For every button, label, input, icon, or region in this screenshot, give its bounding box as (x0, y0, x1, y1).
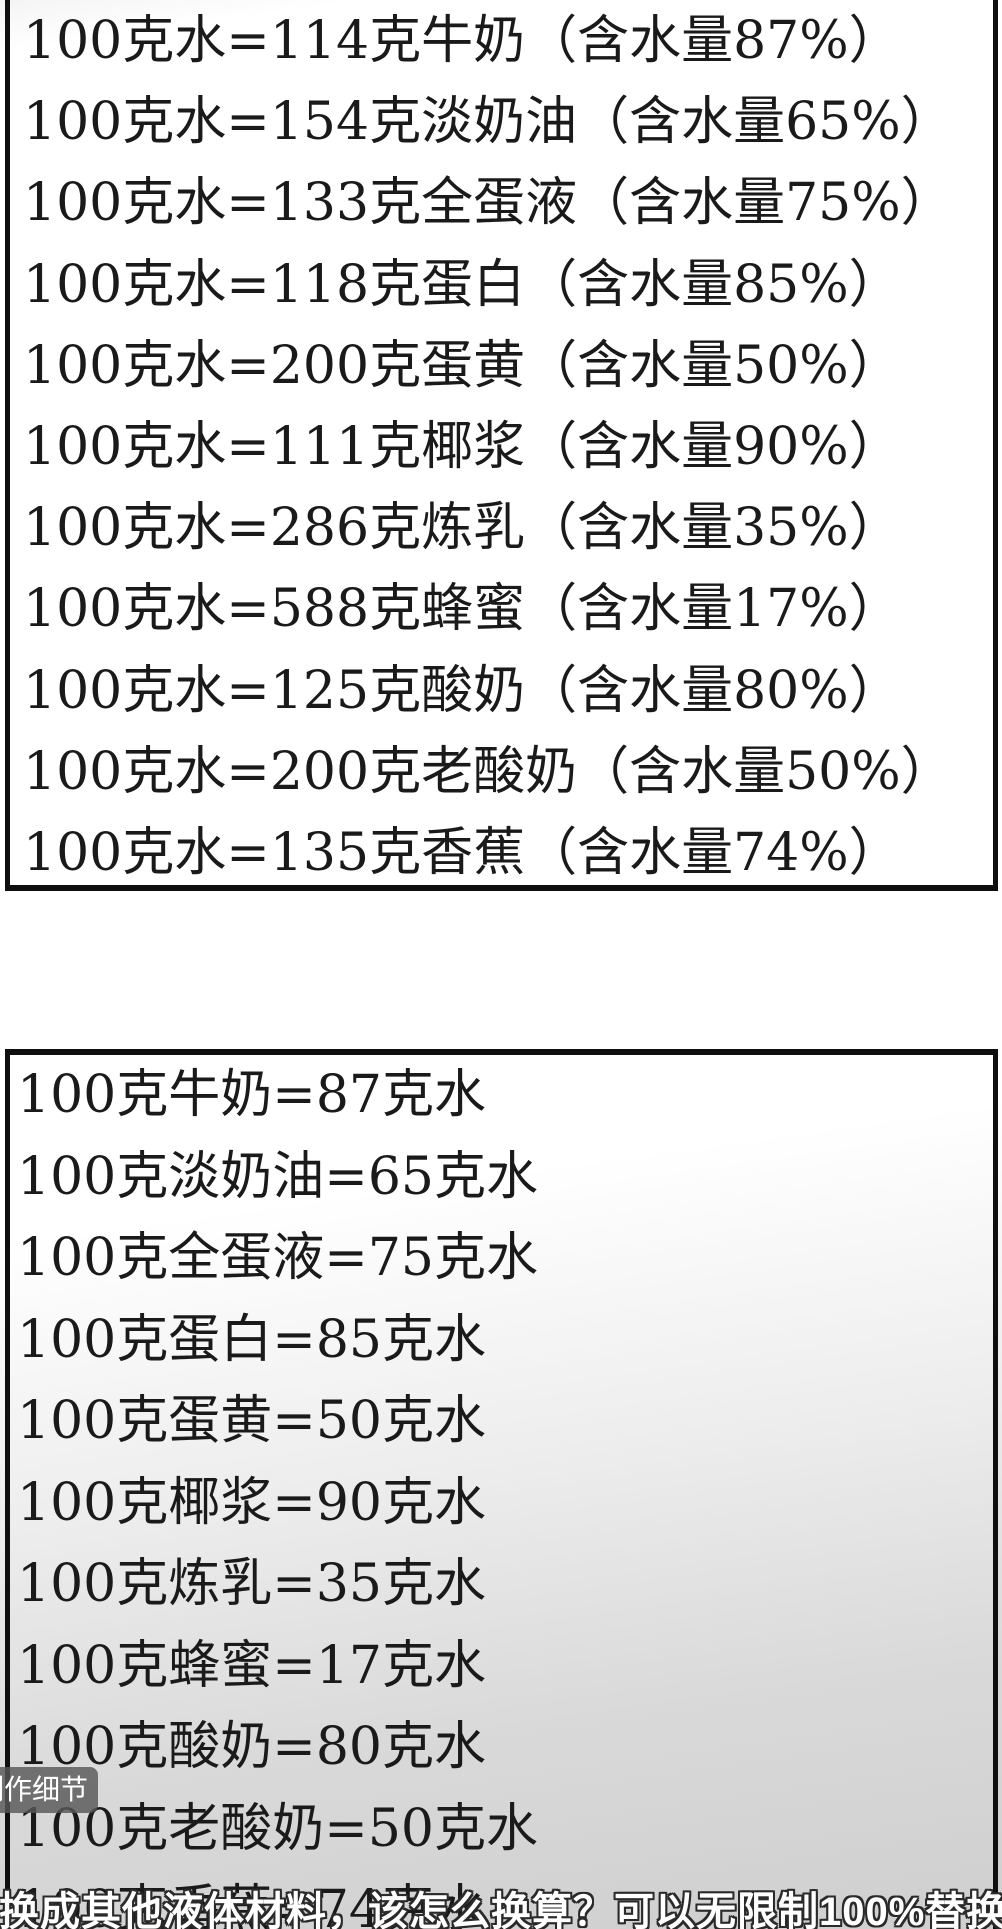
table-row: 100克酸奶=80克水 (17, 1717, 486, 1777)
table-row: 100克水=588克蜂蜜（含水量17%） (23, 579, 901, 640)
table-row: 100克水=114克牛奶（含水量87%） (23, 11, 901, 71)
table-row: 100克老酸奶=50克水 (17, 1798, 538, 1859)
video-watermark-label: 制作细节 (0, 1767, 99, 1813)
table-row: 100克水=133克全蛋液（含水量75%） (23, 173, 953, 234)
table-row: 100克水=111克椰浆（含水量90%） (23, 416, 901, 477)
ingredient-to-water-table: 100克牛奶=87克水 100克淡奶油=65克水 100克全蛋液=75克水 10… (5, 1049, 998, 1929)
ingredient-to-water-list: 100克牛奶=87克水 100克淡奶油=65克水 100克全蛋液=75克水 10… (10, 1055, 993, 1929)
table-row: 100克水=118克蛋白（含水量85%） (23, 254, 901, 315)
table-row: 100克椰浆=90克水 (17, 1472, 486, 1533)
table-row: 100克水=125克酸奶（含水量80%） (23, 660, 901, 721)
table-row: 100克水=200克蛋黄（含水量50%） (23, 335, 901, 396)
table-row: 100克香蕉=74克水 (17, 1880, 486, 1929)
table-row: 100克全蛋液=75克水 (17, 1228, 538, 1288)
table-row: 100克水=135克香蕉（含水量74%） (23, 822, 901, 883)
table-row: 100克蛋白=85克水 (17, 1309, 486, 1370)
table-row: 100克牛奶=87克水 (17, 1065, 486, 1125)
water-to-ingredient-table: 100克水=114克牛奶（含水量87%） 100克水=154克淡奶油（含水量65… (5, 0, 998, 891)
table-row: 100克淡奶油=65克水 (17, 1146, 538, 1207)
table-row: 100克炼乳=35克水 (17, 1554, 486, 1614)
table-row: 100克蛋黄=50克水 (17, 1391, 486, 1451)
table-row: 100克水=154克淡奶油（含水量65%） (23, 92, 953, 153)
video-subtitle: 替换成其他液体材料，该怎么换算？可以无限制100%替换吗？把贝果配方里 (0, 1890, 1002, 1929)
table-row: 100克水=286克炼乳（含水量35%） (23, 498, 901, 559)
table-row: 100克水=200克老酸奶（含水量50%） (23, 741, 953, 802)
table-row: 100克蜂蜜=17克水 (17, 1635, 486, 1696)
water-to-ingredient-list: 100克水=114克牛奶（含水量87%） 100克水=154克淡奶油（含水量65… (10, 0, 993, 885)
